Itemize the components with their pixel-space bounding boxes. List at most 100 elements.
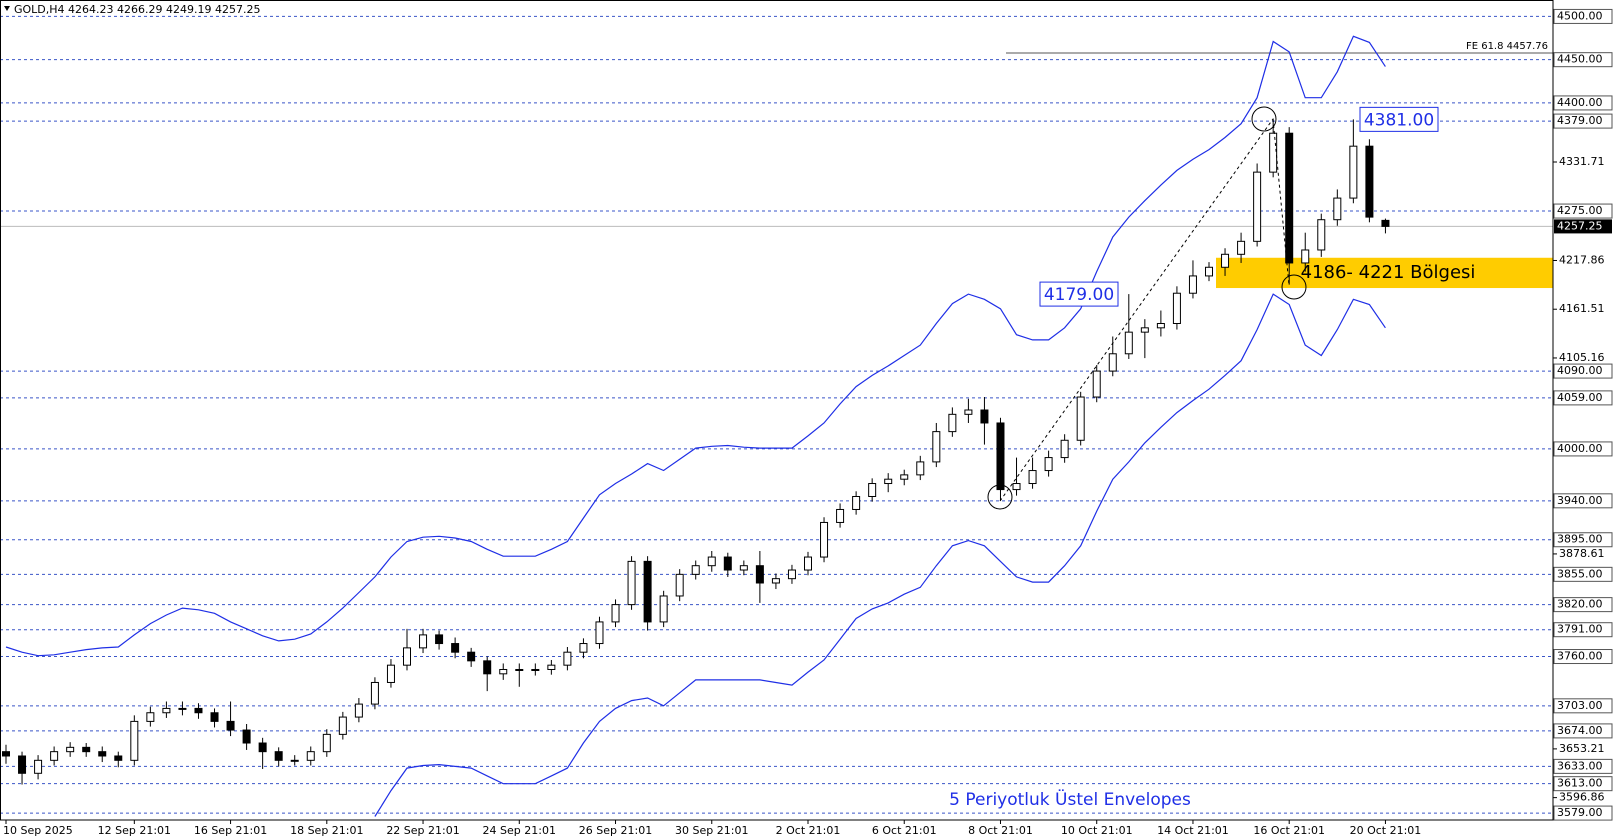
level-label-box (1553, 441, 1613, 457)
candle-body (771, 578, 780, 584)
candle-body (900, 474, 909, 480)
price-label-box (1039, 281, 1119, 307)
annotations: 4186- 4221 Bölgesi 4179.00 4381.00 (1039, 106, 1476, 307)
level-label: 3855.00 (1557, 567, 1603, 580)
candle-body (852, 495, 861, 510)
candle-body (1285, 132, 1294, 264)
level-label-box (1553, 113, 1613, 129)
candle-body (1317, 219, 1326, 251)
level-label-box (1553, 566, 1613, 582)
candle-body (1365, 145, 1374, 218)
level-label: 3633.00 (1557, 759, 1603, 772)
y-tick-label: 4331.71 (1559, 155, 1605, 168)
candle-body (1188, 275, 1197, 294)
candle-body (370, 681, 379, 705)
level-label-box (1553, 723, 1613, 739)
candle-body (563, 651, 572, 666)
level-label-box (1553, 776, 1613, 792)
candle-body (1012, 483, 1021, 491)
x-tick-label: 8 Oct 21:01 (968, 824, 1033, 837)
x-tick-label: 22 Sep 21:01 (386, 824, 459, 837)
level-label: 4000.00 (1557, 442, 1603, 455)
candle-body (242, 729, 251, 744)
y-tick-label: 3596.86 (1559, 791, 1605, 804)
candle-body (1108, 353, 1117, 372)
x-tick-label: 24 Sep 21:01 (483, 824, 556, 837)
candle-body (868, 483, 877, 497)
fib-line (999, 118, 1274, 502)
level-label: 3791.00 (1557, 623, 1603, 636)
candle-body (691, 565, 700, 575)
header: GOLD,H4 4264.23 4266.29 4249.19 4257.25 (14, 3, 261, 16)
candle-body (531, 668, 540, 671)
candle-body (515, 668, 524, 671)
candle-body (274, 751, 283, 761)
y-tick-label: 4217.86 (1559, 253, 1605, 266)
candle-body (1205, 266, 1213, 277)
candle-body (1172, 292, 1181, 325)
swing-circle (1281, 274, 1307, 300)
candle-body (1076, 396, 1085, 441)
candle-body (50, 751, 59, 761)
level-label: 3674.00 (1557, 724, 1603, 737)
candle-body (162, 707, 171, 714)
swing-circle (1251, 106, 1277, 132)
candle-body (258, 742, 267, 753)
levels: FE 61.8 4457.76 (0, 15, 1553, 814)
support-zone (1216, 257, 1553, 289)
level-label: 3703.00 (1557, 699, 1603, 712)
price-label: 4179.00 (1044, 285, 1114, 305)
candle-body (595, 621, 604, 645)
footer-note: 5 Periyotluk Üstel Envelopes (949, 788, 1191, 810)
candle-body (547, 664, 556, 670)
candle-body (178, 707, 187, 710)
level-label-box (1553, 52, 1613, 68)
candle-body (1349, 145, 1358, 199)
candle-body (1301, 249, 1310, 264)
level-label-box (1553, 8, 1613, 24)
y-tick-label: 4105.16 (1559, 351, 1605, 364)
candle-body (723, 556, 732, 571)
candle-body (18, 755, 27, 774)
level-label-box (1553, 805, 1613, 821)
candle-body (419, 634, 428, 649)
candle-body (611, 604, 620, 623)
candle-body (290, 759, 299, 762)
candle-body (1092, 370, 1101, 398)
candle-body (1269, 132, 1278, 173)
envelope-line (5, 35, 1386, 657)
x-tick-label: 6 Oct 21:01 (872, 824, 937, 837)
level-label: 4500.00 (1557, 9, 1603, 22)
candle-body (403, 647, 411, 666)
candle-body (146, 712, 155, 722)
candle-body (804, 556, 812, 571)
candle-body (1124, 331, 1133, 355)
x-tick-label: 16 Sep 21:01 (194, 824, 267, 837)
candle-body (34, 759, 43, 774)
x-tick-label: 12 Sep 21:01 (98, 824, 171, 837)
level-label-box (1553, 532, 1613, 548)
level-label-box (1553, 622, 1613, 638)
x-tick-label: 16 Oct 21:01 (1253, 824, 1325, 837)
plot-frame (0, 0, 1554, 821)
candle-body (1060, 439, 1069, 459)
candle-body (386, 664, 395, 683)
candle-body (836, 508, 845, 523)
fe-label: FE 61.8 4457.76 (1466, 41, 1548, 52)
envelopes (5, 35, 1386, 817)
level-label-box (1553, 363, 1613, 379)
candle-body (1333, 197, 1342, 221)
x-tick-label: 18 Sep 21:01 (290, 824, 363, 837)
candle-body (980, 409, 989, 424)
envelope-line (374, 293, 1386, 817)
zone-label: 4186- 4221 Bölgesi (1301, 262, 1476, 283)
candle-body (884, 478, 893, 485)
candle-body (1381, 219, 1390, 227)
candle-body (787, 569, 796, 580)
candle-body (2, 751, 10, 757)
x-tick-label: 20 Oct 21:01 (1350, 824, 1422, 837)
candle-body (996, 422, 1005, 491)
candle-body (932, 431, 941, 463)
